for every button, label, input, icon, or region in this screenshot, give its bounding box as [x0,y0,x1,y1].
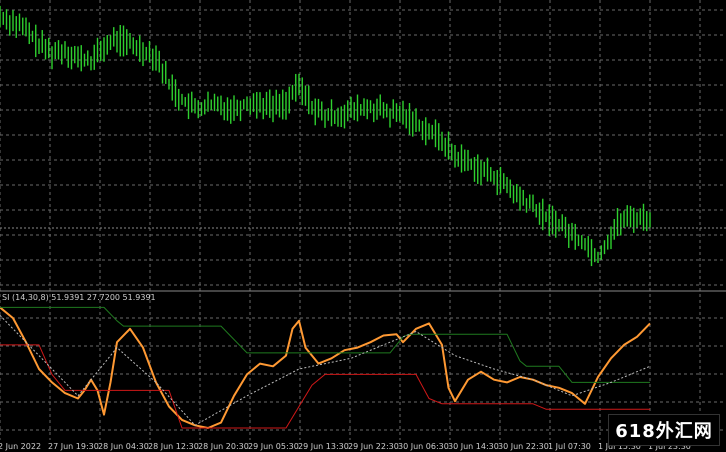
indicator-label: SI (14,30,8) 51.9391 27.7200 51.9391 [2,293,156,302]
time-axis-label: 30 Jun 06:30 [398,442,449,451]
time-axis-label: 1 Jul 07:30 [548,442,591,451]
watermark-text: 618外汇网 [615,421,713,442]
time-axis-label: 28 Jun 12:30 [148,442,199,451]
oscillator-pane [0,306,651,429]
time-axis-label: 1 Jul 15:30 [598,442,641,451]
time-axis-label: 28 Jun 20:30 [198,442,249,451]
time-axis-label: 29 Jun 05:30 [248,442,299,451]
time-axis: 2 Jun 2022 27 Jun 19:30 28 Jun 04:30 28 Jun… [0,442,691,451]
time-axis-label: 28 Jun 04:30 [98,442,149,451]
series-line-signal [0,315,651,426]
series-line-lower-band [0,344,650,429]
series-line-upper-band [0,306,650,383]
time-axis-label: 27 Jun 19:30 [48,442,99,451]
time-axis-label: 30 Jun 22:30 [498,442,549,451]
time-axis-label: 30 Jun 14:30 [448,442,499,451]
time-axis-label: 2 Jun 2022 [0,442,41,451]
price-candles [0,5,651,267]
time-axis-label: 1 Jul 23:30 [648,442,691,451]
site-watermark: 618外汇网 [608,414,720,446]
time-axis-label: 29 Jun 13:30 [298,442,349,451]
time-axis-label: 29 Jun 22:30 [348,442,399,451]
